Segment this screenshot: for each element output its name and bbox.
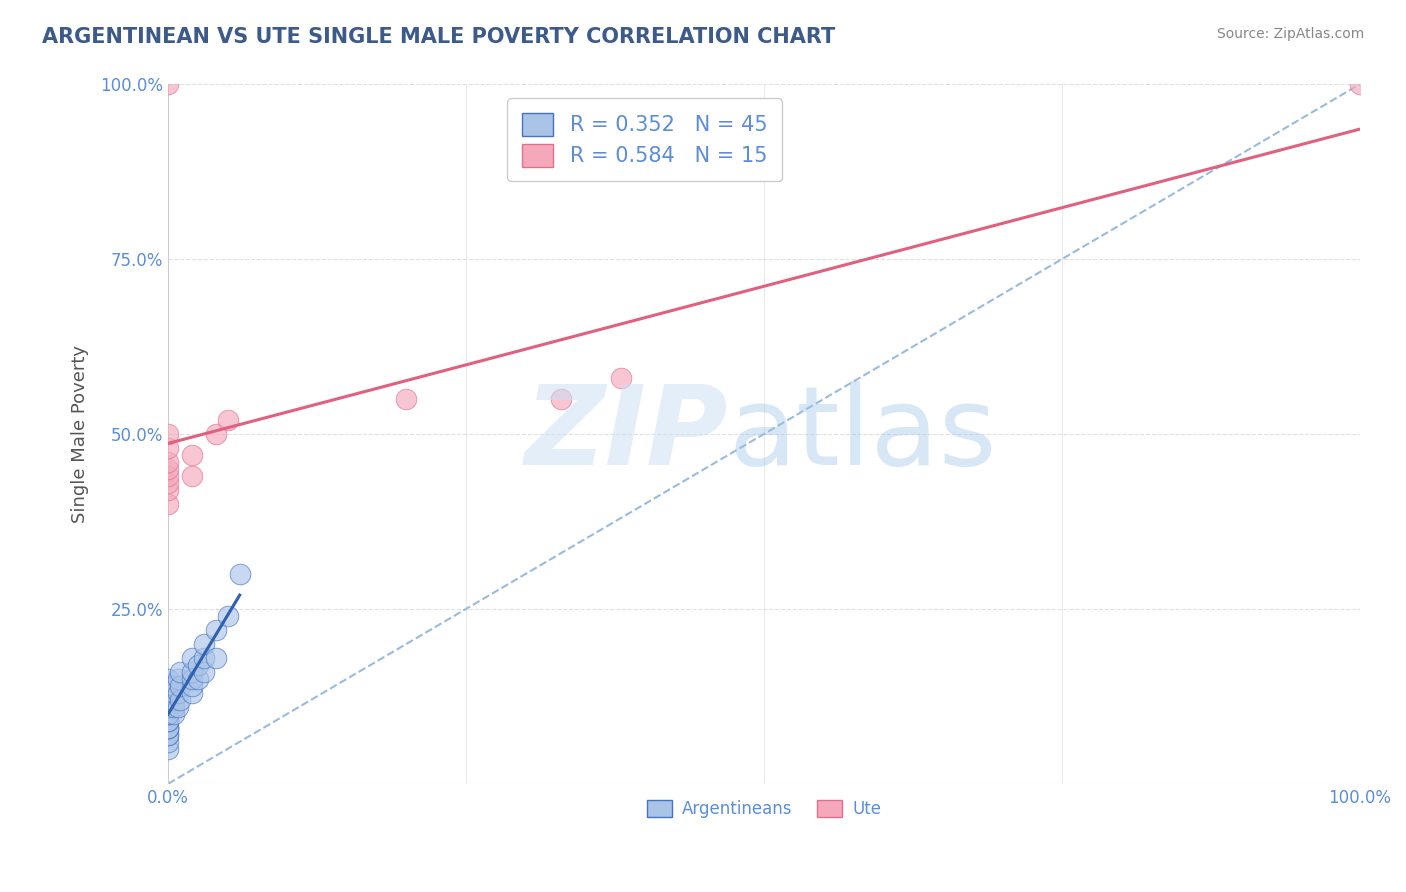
Point	[550, 392, 572, 406]
Point	[157, 476, 180, 491]
Point	[1348, 78, 1371, 92]
Point	[166, 672, 188, 686]
Point	[157, 699, 180, 714]
Point	[395, 392, 418, 406]
Point	[157, 714, 180, 728]
Point	[163, 693, 186, 707]
Point	[157, 706, 180, 721]
Point	[157, 693, 180, 707]
Point	[163, 699, 186, 714]
Point	[169, 679, 191, 693]
Point	[181, 469, 204, 483]
Point	[157, 679, 180, 693]
Point	[157, 699, 180, 714]
Point	[181, 679, 204, 693]
Point	[157, 721, 180, 735]
Point	[169, 693, 191, 707]
Point	[157, 78, 180, 92]
Point	[157, 699, 180, 714]
Point	[193, 651, 215, 665]
Text: atlas: atlas	[728, 381, 997, 488]
Point	[228, 566, 250, 581]
Point	[205, 427, 228, 442]
Point	[181, 686, 204, 700]
Point	[157, 728, 180, 742]
Point	[163, 686, 186, 700]
Point	[187, 672, 209, 686]
Point	[157, 741, 180, 756]
Point	[217, 608, 239, 623]
Text: ARGENTINEAN VS UTE SINGLE MALE POVERTY CORRELATION CHART: ARGENTINEAN VS UTE SINGLE MALE POVERTY C…	[42, 27, 835, 46]
Point	[169, 665, 191, 679]
Point	[157, 706, 180, 721]
Point	[157, 721, 180, 735]
Point	[610, 371, 633, 385]
Point	[157, 441, 180, 455]
Legend: Argentineans, Ute: Argentineans, Ute	[640, 793, 887, 824]
Point	[157, 672, 180, 686]
Point	[181, 448, 204, 462]
Point	[181, 651, 204, 665]
Point	[193, 665, 215, 679]
Point	[181, 665, 204, 679]
Point	[166, 686, 188, 700]
Point	[157, 706, 180, 721]
Point	[157, 497, 180, 511]
Point	[157, 686, 180, 700]
Point	[157, 469, 180, 483]
Point	[193, 637, 215, 651]
Point	[217, 413, 239, 427]
Point	[181, 672, 204, 686]
Y-axis label: Single Male Poverty: Single Male Poverty	[72, 345, 89, 523]
Point	[187, 657, 209, 672]
Point	[157, 721, 180, 735]
Point	[166, 699, 188, 714]
Text: ZIP: ZIP	[524, 381, 728, 488]
Point	[163, 679, 186, 693]
Point	[157, 427, 180, 442]
Point	[205, 623, 228, 637]
Point	[157, 714, 180, 728]
Point	[157, 693, 180, 707]
Text: Source: ZipAtlas.com: Source: ZipAtlas.com	[1216, 27, 1364, 41]
Point	[163, 706, 186, 721]
Point	[157, 735, 180, 749]
Point	[157, 462, 180, 476]
Point	[157, 728, 180, 742]
Point	[157, 455, 180, 469]
Point	[205, 651, 228, 665]
Point	[157, 483, 180, 497]
